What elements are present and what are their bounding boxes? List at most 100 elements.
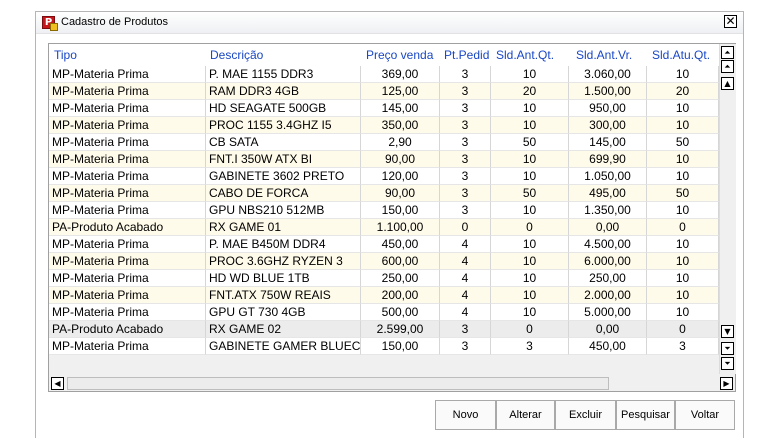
cell-sld-ant-vr: 1.050,00 [569, 168, 647, 185]
voltar-button[interactable]: Voltar [675, 400, 735, 430]
cell-tipo: MP-Materia Prima [49, 66, 206, 83]
cell-sld-ant-vr: 0,00 [569, 321, 647, 338]
cell-sld-atu-qt: 10 [647, 287, 719, 304]
cell-sld-ant-vr: 2.000,00 [569, 287, 647, 304]
scroll-first-button[interactable]: ⏶ [721, 46, 734, 59]
table-row[interactable]: MP-Materia Prima RAM DDR3 4GB 125,00 3 20 1.5… [49, 83, 719, 100]
cell-descricao: RX GAME 02 [206, 321, 361, 338]
table-row[interactable]: PA-Produto Acabado RX GAME 01 1.100,00 0 0 0,… [49, 219, 719, 236]
cell-sld-ant-vr: 145,00 [569, 134, 647, 151]
cell-descricao: CB SATA [206, 134, 361, 151]
cell-descricao: CABO DE FORCA [206, 185, 361, 202]
column-header-sld-atu-qt[interactable]: Sld.Atu.Qt. [652, 48, 711, 62]
cell-tipo: MP-Materia Prima [49, 236, 206, 253]
cell-descricao: HD WD BLUE 1TB [206, 270, 361, 287]
cell-preco-venda: 2.599,00 [361, 321, 440, 338]
cell-descricao: FNT.I 350W ATX BI [206, 151, 361, 168]
cell-descricao: GPU NBS210 512MB [206, 202, 361, 219]
table-row[interactable]: MP-Materia Prima CABO DE FORCA 90,00 3 50 495… [49, 185, 719, 202]
cell-sld-ant-qt: 0 [491, 321, 569, 338]
cell-sld-atu-qt: 50 [647, 134, 719, 151]
cell-pt-pedid: 4 [440, 236, 491, 253]
cell-sld-ant-vr: 6.000,00 [569, 253, 647, 270]
app-logo-icon: P [42, 16, 58, 31]
table-row[interactable]: MP-Materia Prima FNT.I 350W ATX BI 90,00 3 1… [49, 151, 719, 168]
cell-tipo: MP-Materia Prima [49, 202, 206, 219]
cell-descricao: GPU GT 730 4GB [206, 304, 361, 321]
cell-tipo: PA-Produto Acabado [49, 321, 206, 338]
scroll-page-up-button[interactable]: ⏶ [721, 60, 734, 73]
horizontal-scroll-thumb[interactable] [67, 377, 609, 390]
scroll-last-button[interactable]: ⏷ [721, 357, 734, 370]
cell-pt-pedid: 3 [440, 338, 491, 355]
scroll-up-button[interactable]: ▲ [721, 77, 734, 90]
cell-descricao: PROC 1155 3.4GHZ I5 [206, 117, 361, 134]
cell-sld-atu-qt: 10 [647, 117, 719, 134]
close-button[interactable]: ✕ [724, 14, 737, 28]
column-header-pt-pedid[interactable]: Pt.Pedid [444, 48, 490, 62]
pesquisar-button[interactable]: Pesquisar [616, 400, 675, 430]
table-row[interactable]: MP-Materia Prima CB SATA 2,90 3 50 145,00 50 [49, 134, 719, 151]
cell-sld-ant-vr: 300,00 [569, 117, 647, 134]
cell-preco-venda: 145,00 [361, 100, 440, 117]
scroll-left-button[interactable]: ◀ [51, 377, 64, 390]
table-row[interactable]: MP-Materia Prima GPU GT 730 4GB 500,00 4 10 5… [49, 304, 719, 321]
cell-preco-venda: 2,90 [361, 134, 440, 151]
cell-tipo: MP-Materia Prima [49, 100, 206, 117]
cell-pt-pedid: 3 [440, 151, 491, 168]
title-bar: P Cadastro de Produtos ✕ [36, 12, 743, 34]
cell-preco-venda: 150,00 [361, 338, 440, 355]
cell-preco-venda: 250,00 [361, 270, 440, 287]
cell-sld-ant-qt: 10 [491, 304, 569, 321]
cell-preco-venda: 150,00 [361, 202, 440, 219]
column-header-tipo[interactable]: Tipo [54, 48, 77, 62]
alterar-button[interactable]: Alterar [496, 400, 555, 430]
table-row[interactable]: MP-Materia Prima GABINETE GAMER BLUEC 150,… [49, 338, 719, 355]
novo-button[interactable]: Novo [435, 400, 496, 430]
cell-descricao: P. MAE B450M DDR4 [206, 236, 361, 253]
cell-sld-atu-qt: 50 [647, 185, 719, 202]
cell-preco-venda: 600,00 [361, 253, 440, 270]
table-row[interactable]: MP-Materia Prima PROC 1155 3.4GHZ I5 350,0… [49, 117, 719, 134]
cell-sld-atu-qt: 10 [647, 100, 719, 117]
column-header-sld-ant-vr[interactable]: Sld.Ant.Vr. [576, 48, 633, 62]
cell-sld-ant-vr: 495,00 [569, 185, 647, 202]
table-row[interactable]: MP-Materia Prima HD SEAGATE 500GB 145,00 3 1… [49, 100, 719, 117]
cell-descricao: RX GAME 01 [206, 219, 361, 236]
scroll-down-button[interactable]: ▼ [721, 325, 734, 338]
cell-pt-pedid: 3 [440, 66, 491, 83]
table-row[interactable]: MP-Materia Prima P. MAE 1155 DDR3 369,00 3… [49, 66, 719, 83]
cell-preco-venda: 450,00 [361, 236, 440, 253]
cell-sld-atu-qt: 10 [647, 304, 719, 321]
cell-sld-ant-qt: 20 [491, 83, 569, 100]
cell-preco-venda: 90,00 [361, 185, 440, 202]
table-row[interactable]: MP-Materia Prima PROC 3.6GHZ RYZEN 3 600,0… [49, 253, 719, 270]
scroll-page-down-button[interactable]: ⏷ [721, 342, 734, 355]
table-row[interactable]: MP-Materia Prima FNT.ATX 750W REAIS 200,00… [49, 287, 719, 304]
cell-preco-venda: 125,00 [361, 83, 440, 100]
cell-sld-ant-qt: 0 [491, 219, 569, 236]
cell-sld-ant-qt: 10 [491, 168, 569, 185]
product-registration-window: P Cadastro de Produtos ✕ Tipo Descrição … [35, 11, 744, 438]
cell-tipo: MP-Materia Prima [49, 253, 206, 270]
table-row[interactable]: MP-Materia Prima GABINETE 3602 PRETO 120,… [49, 168, 719, 185]
table-row[interactable]: MP-Materia Prima HD WD BLUE 1TB 250,00 4 10 2… [49, 270, 719, 287]
cell-sld-atu-qt: 10 [647, 253, 719, 270]
table-row[interactable]: PA-Produto Acabado RX GAME 02 2.599,00 3 0 0,… [49, 321, 719, 338]
cell-tipo: MP-Materia Prima [49, 83, 206, 100]
cell-sld-atu-qt: 10 [647, 151, 719, 168]
column-header-descricao[interactable]: Descrição [210, 48, 264, 62]
cell-tipo: MP-Materia Prima [49, 185, 206, 202]
cell-tipo: MP-Materia Prima [49, 117, 206, 134]
horizontal-scrollbar[interactable]: ◀ [49, 376, 719, 391]
cell-sld-ant-vr: 250,00 [569, 270, 647, 287]
scroll-right-button[interactable]: ▶ [720, 377, 733, 390]
column-header-preco-venda[interactable]: Preço venda [366, 48, 434, 62]
table-row[interactable]: MP-Materia Prima P. MAE B450M DDR4 450,00 4… [49, 236, 719, 253]
excluir-button[interactable]: Excluir [555, 400, 616, 430]
vertical-scrollbar[interactable]: ⏶ ⏶ ▲ ▼ ⏷ ⏷ [719, 44, 736, 374]
table-header: Tipo Descrição Preço venda Pt.Pedid Sld.… [49, 44, 719, 66]
table-row[interactable]: MP-Materia Prima GPU NBS210 512MB 150,00 3 1… [49, 202, 719, 219]
cell-sld-atu-qt: 10 [647, 202, 719, 219]
column-header-sld-ant-qt[interactable]: Sld.Ant.Qt. [496, 48, 555, 62]
